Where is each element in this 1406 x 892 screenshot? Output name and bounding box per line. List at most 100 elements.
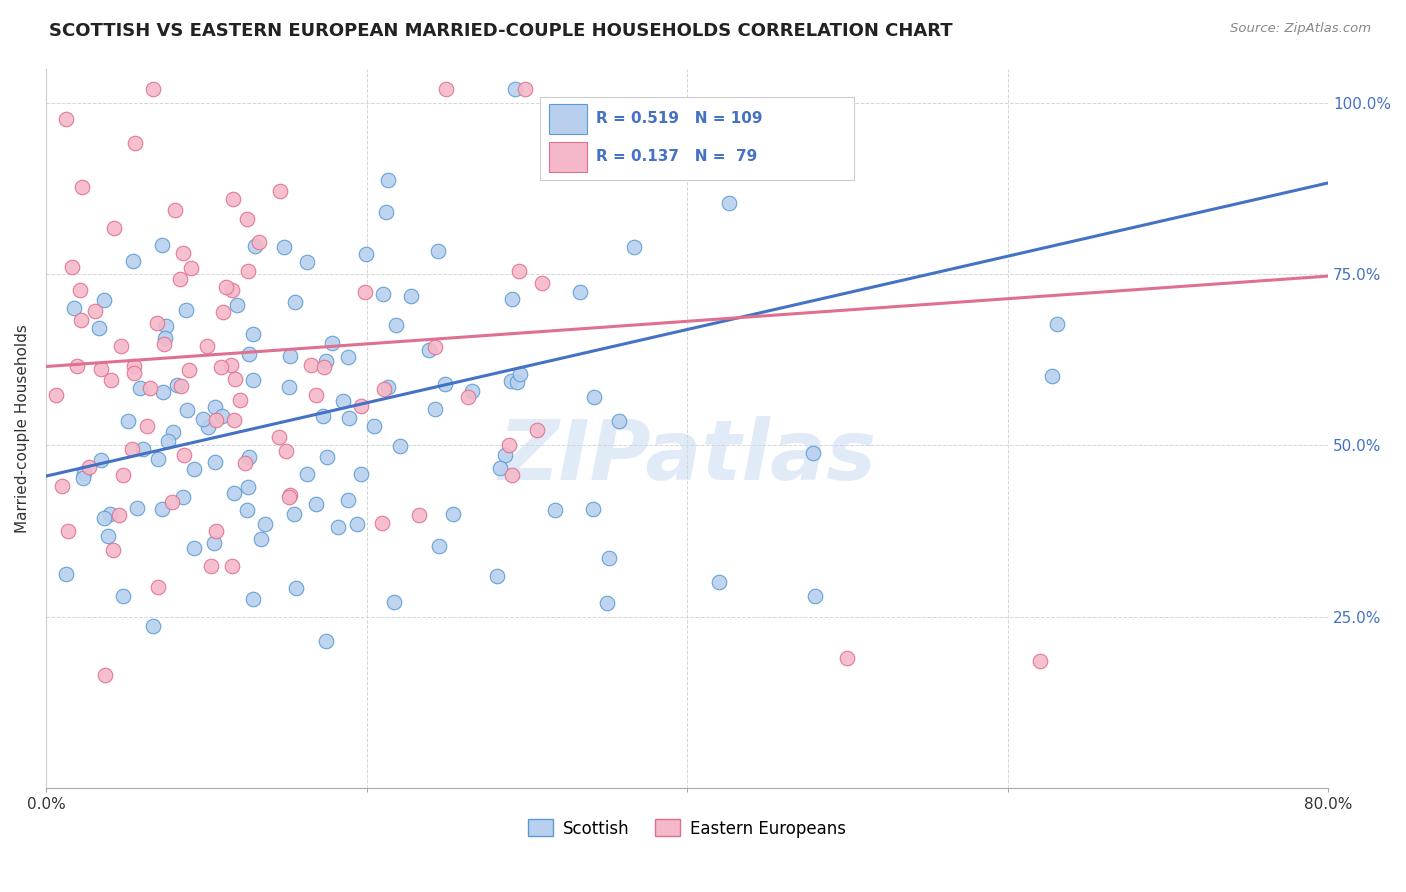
Point: [427, 244, 450, 258]
Point: [238, 347, 260, 361]
Point: [111, 589, 134, 603]
Point: [401, 289, 423, 303]
Point: [211, 409, 233, 423]
Point: [110, 339, 132, 353]
Point: [499, 374, 522, 388]
Point: [418, 343, 440, 358]
Point: [273, 240, 295, 254]
Point: [582, 502, 605, 516]
Point: [526, 424, 548, 438]
Point: [236, 264, 259, 278]
Point: [427, 539, 450, 553]
Point: [121, 254, 143, 268]
Point: [434, 82, 457, 96]
Point: [139, 381, 162, 395]
Point: [506, 376, 529, 390]
Point: [98, 507, 121, 521]
Point: [305, 497, 328, 511]
Point: [569, 285, 592, 299]
Point: [142, 82, 165, 96]
Point: [55, 567, 77, 582]
Point: [69, 313, 91, 327]
Point: [202, 536, 225, 550]
Point: [242, 591, 264, 606]
Point: [373, 382, 395, 396]
Legend: Scottish, Eastern Europeans: Scottish, Eastern Europeans: [522, 813, 852, 844]
Point: [73, 466, 96, 480]
Point: [247, 235, 270, 249]
Point: [51, 479, 73, 493]
Point: [336, 493, 359, 508]
Point: [142, 619, 165, 633]
Point: [530, 277, 553, 291]
Point: [718, 195, 741, 210]
Point: [371, 516, 394, 530]
Point: [238, 480, 260, 494]
Point: [461, 384, 484, 399]
Point: [211, 305, 233, 319]
Point: [607, 413, 630, 427]
Point: [152, 384, 174, 399]
Point: [801, 446, 824, 460]
Point: [374, 205, 396, 219]
Point: [354, 247, 377, 261]
Point: [253, 516, 276, 531]
Point: [311, 409, 333, 424]
Point: [544, 503, 567, 517]
Point: [146, 452, 169, 467]
Point: [377, 379, 399, 393]
Point: [238, 450, 260, 464]
Point: [136, 419, 159, 434]
Point: [509, 367, 531, 381]
Point: [66, 359, 89, 374]
Point: [62, 301, 84, 315]
Point: [582, 391, 605, 405]
Point: [191, 412, 214, 426]
Point: [236, 503, 259, 517]
Point: [93, 668, 115, 682]
Point: [501, 468, 523, 483]
Point: [200, 558, 222, 573]
Point: [129, 381, 152, 395]
Point: [305, 388, 328, 402]
Point: [69, 283, 91, 297]
Point: [183, 541, 205, 556]
Point: [221, 558, 243, 573]
Point: [176, 302, 198, 317]
Point: [93, 293, 115, 307]
Point: [441, 507, 464, 521]
Point: [45, 388, 67, 402]
Point: [124, 136, 146, 150]
Point: [494, 448, 516, 462]
Text: Source: ZipAtlas.com: Source: ZipAtlas.com: [1230, 22, 1371, 36]
Point: [124, 359, 146, 373]
Point: [204, 455, 226, 469]
Point: [72, 471, 94, 485]
Point: [153, 331, 176, 345]
Point: [388, 439, 411, 453]
Point: [153, 337, 176, 351]
Point: [804, 589, 827, 603]
Point: [79, 459, 101, 474]
Point: [56, 524, 79, 539]
Point: [180, 260, 202, 275]
Point: [508, 264, 530, 278]
Point: [250, 532, 273, 546]
Point: [90, 361, 112, 376]
Point: [382, 595, 405, 609]
Point: [489, 461, 512, 475]
Point: [72, 180, 94, 194]
Point: [1046, 317, 1069, 331]
Point: [132, 442, 155, 457]
Point: [384, 318, 406, 332]
Point: [219, 358, 242, 372]
Point: [269, 184, 291, 198]
Point: [127, 500, 149, 515]
Point: [162, 425, 184, 440]
Point: [328, 520, 350, 534]
Point: [312, 360, 335, 375]
Y-axis label: Married-couple Households: Married-couple Households: [15, 324, 30, 533]
Point: [267, 430, 290, 444]
Point: [501, 292, 523, 306]
Point: [205, 524, 228, 538]
